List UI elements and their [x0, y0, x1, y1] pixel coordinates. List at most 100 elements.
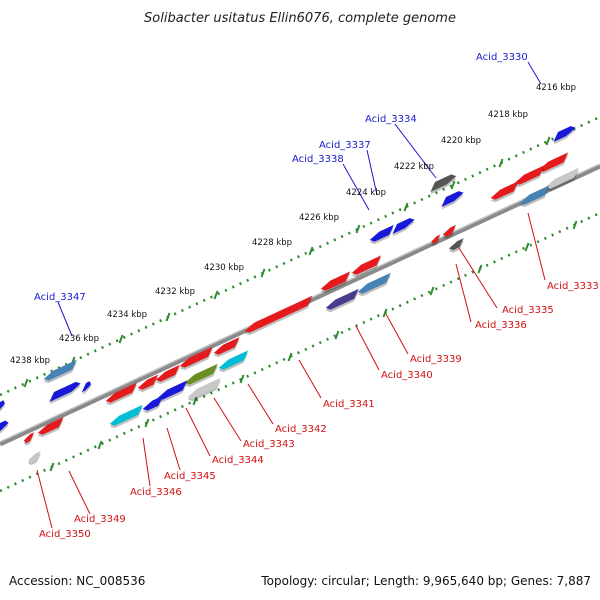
kbp-label: 4224 kbp [346, 188, 386, 198]
gene-grey-right [545, 167, 579, 189]
gene-acid-3334b [441, 191, 464, 207]
major-tick [260, 268, 266, 278]
gene-acid-3335 [442, 225, 456, 237]
connector-line [166, 427, 181, 471]
kbp-label: 4238 kbp [10, 356, 50, 366]
major-tick [498, 158, 504, 168]
gene-label-acid-3342[interactable]: Acid_3342 [275, 424, 327, 435]
accession-text: Accession: NC_008536 [9, 574, 146, 588]
gene-acid-3340 [325, 288, 359, 310]
major-tick [429, 286, 435, 296]
gene-steel-right [519, 185, 550, 205]
gene-label-acid-3339[interactable]: Acid_3339 [410, 354, 462, 365]
gene-label-acid-3337[interactable]: Acid_3337 [319, 140, 371, 151]
gene-small-plus [81, 381, 92, 393]
map-title: Solibacter usitatus Ellin6076, complete … [144, 11, 456, 26]
gene-acid-3342a [213, 337, 240, 355]
gene-acid-3344a [155, 364, 180, 382]
major-tick [572, 220, 578, 230]
gene-acid-3350 [27, 451, 41, 463]
kbp-label: 4234 kbp [107, 310, 147, 320]
topology-text: Topology: circular; Length: 9,965,640 bp… [261, 574, 591, 588]
gene-acid-3336 [448, 238, 464, 251]
connector-line [455, 263, 472, 323]
kbp-label: 4232 kbp [155, 287, 195, 297]
gene-acid-3346 [109, 404, 143, 426]
kbp-label: 4222 kbp [394, 162, 434, 172]
major-tick [23, 378, 29, 388]
gene-features [0, 126, 579, 466]
gene-label-acid-3346[interactable]: Acid_3346 [130, 487, 182, 498]
major-tick [477, 264, 483, 274]
gene-label-acid-3341[interactable]: Acid_3341 [323, 399, 375, 410]
kbp-label: 4218 kbp [488, 110, 528, 120]
gene-acid-3347b [49, 381, 81, 402]
connector-line [394, 123, 437, 179]
connector-line [36, 469, 53, 529]
gene-label-acid-3335[interactable]: Acid_3335 [502, 305, 554, 316]
major-tick [403, 202, 409, 212]
gene-label-acid-3343[interactable]: Acid_3343 [243, 439, 295, 450]
major-tick [239, 374, 245, 384]
connector-line [342, 163, 370, 211]
gene-acid-3330 [553, 126, 576, 142]
gene-acid-3339 [357, 272, 391, 294]
gene-edge-plus [0, 400, 5, 410]
gene-label-acid-3344[interactable]: Acid_3344 [212, 455, 264, 466]
connector-line [527, 61, 542, 85]
gene-label-acid-3349[interactable]: Acid_3349 [74, 514, 126, 525]
major-tick [382, 308, 388, 318]
gene-acid-3350a [23, 432, 35, 444]
gene-edge-plus-2 [0, 420, 9, 431]
gene-acid-3333 [538, 152, 569, 172]
kbp-label: 4226 kbp [299, 213, 339, 223]
kbp-label: 4216 kbp [536, 83, 576, 93]
connector-line [142, 437, 151, 487]
gene-label-acid-3347[interactable]: Acid_3347 [34, 292, 86, 303]
gene-acid-3339a [351, 255, 382, 275]
gene-label-acid-3338[interactable]: Acid_3338 [292, 154, 344, 165]
gene-acid-3344 [157, 380, 188, 400]
gene-acid-3341 [244, 295, 313, 333]
connector-line [527, 212, 546, 281]
gene-label-acid-3334[interactable]: Acid_3334 [365, 114, 417, 125]
plus-strand-labels: Acid_3330 Acid_3334 Acid_3337 Acid_3338 … [34, 52, 528, 303]
kbp-label: 4228 kbp [252, 238, 292, 248]
major-tick [49, 462, 55, 472]
connector-line [185, 407, 211, 457]
connector-line [57, 301, 73, 337]
gene-acid-3345 [105, 382, 137, 403]
gene-tiny-red [431, 234, 441, 244]
position-labels: 4216 kbp 4218 kbp 4220 kbp 4222 kbp 4224… [10, 83, 576, 366]
kbp-label: 4230 kbp [204, 263, 244, 273]
connector-line [298, 359, 322, 399]
major-tick [213, 290, 219, 300]
gene-acid-3333c [490, 181, 519, 200]
gene-acid-3343 [184, 363, 218, 385]
major-tick [118, 334, 124, 344]
connector-line [458, 247, 498, 309]
gene-label-acid-3333[interactable]: Acid_3333 [547, 281, 599, 292]
kbp-label: 4220 kbp [441, 136, 481, 146]
gene-label-acid-3330[interactable]: Acid_3330 [476, 52, 528, 63]
label-connectors [36, 61, 546, 529]
minus-strand-labels: Acid_3333 Acid_3335 Acid_3336 Acid_3339 … [39, 281, 599, 540]
gene-acid-3345b [142, 395, 164, 411]
major-tick [165, 312, 171, 322]
gene-label-acid-3336[interactable]: Acid_3336 [475, 320, 527, 331]
connector-line [355, 325, 380, 371]
gene-label-acid-3350[interactable]: Acid_3350 [39, 529, 91, 540]
gene-acid-3334 [430, 174, 457, 192]
gene-label-acid-3340[interactable]: Acid_3340 [381, 370, 433, 381]
major-tick [192, 396, 198, 406]
connector-line [213, 397, 242, 442]
gene-acid-3333b [514, 165, 545, 185]
gene-acid-3342 [218, 350, 249, 370]
gene-acid-3344b [137, 374, 159, 390]
major-tick [355, 224, 361, 234]
gene-grey-mid [187, 377, 221, 399]
gene-label-acid-3345[interactable]: Acid_3345 [164, 471, 216, 482]
major-tick [450, 180, 456, 190]
gene-acid-3342b [179, 346, 213, 368]
